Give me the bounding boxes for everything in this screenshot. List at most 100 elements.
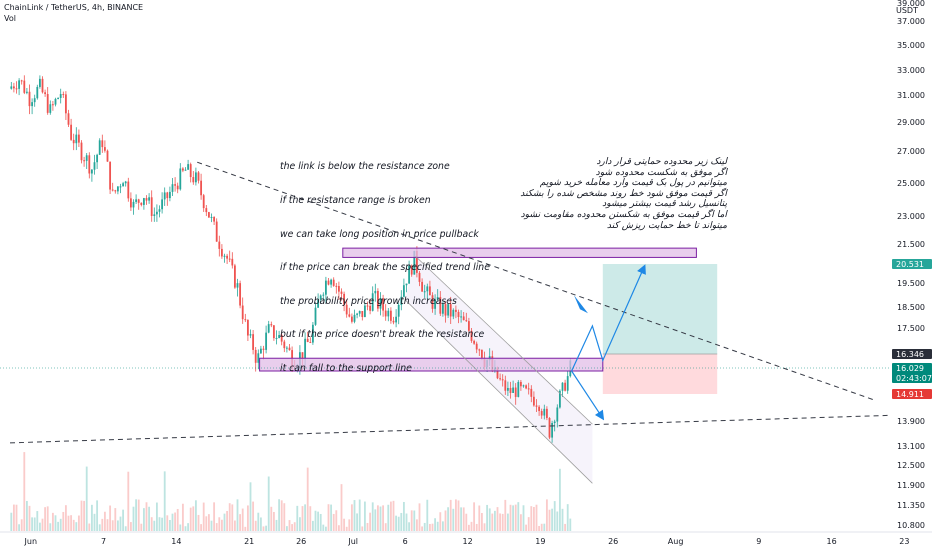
- candle-body: [109, 161, 112, 190]
- candle-body: [231, 258, 234, 266]
- pointer-arrow-icon[interactable]: [574, 295, 588, 314]
- volume-bar: [540, 523, 543, 531]
- loss-zone[interactable]: [602, 354, 718, 394]
- y-tick-label: 19.500: [897, 279, 925, 288]
- candle-body: [64, 94, 67, 114]
- candle-body: [103, 147, 106, 151]
- english-note[interactable]: the link is below the resistance zone if…: [280, 139, 490, 385]
- x-tick-label: 12: [463, 537, 473, 546]
- candle-body: [478, 349, 481, 351]
- profit-zone[interactable]: [602, 264, 718, 354]
- candle-body: [475, 343, 478, 350]
- candle-body: [220, 248, 223, 257]
- bearish-scenario-arrow[interactable]: [571, 370, 605, 421]
- volume-bar: [153, 520, 156, 531]
- candle-body: [132, 201, 135, 208]
- volume-bar: [358, 499, 361, 531]
- volume-bar: [179, 524, 182, 531]
- volume-bar: [223, 513, 226, 531]
- x-tick-label: 26: [296, 537, 306, 546]
- candle-body: [25, 91, 28, 93]
- volume-bar: [192, 506, 195, 531]
- volume-bar: [376, 505, 379, 531]
- volume-bar: [314, 510, 317, 531]
- channel-upper-line[interactable]: [415, 256, 593, 425]
- volume-bar: [298, 517, 301, 531]
- volume-bar: [384, 523, 387, 531]
- upper-resistance-zone[interactable]: [342, 247, 697, 258]
- persian-note-line: اما اگر قیمت موفق به شکستن محدوده مقاومت…: [520, 208, 727, 220]
- candle-body: [374, 290, 377, 294]
- candle-body: [337, 286, 340, 292]
- y-tick-label: 29.000: [897, 118, 925, 127]
- descending-trendline[interactable]: [197, 161, 874, 401]
- drawings[interactable]: [0, 161, 932, 484]
- bullish-scenario-arrow[interactable]: [571, 264, 646, 372]
- volume-bar: [103, 511, 106, 531]
- volume-bar: [493, 510, 496, 531]
- support-line[interactable]: [9, 412, 932, 444]
- volume-bar: [241, 508, 244, 531]
- volume-bar: [454, 499, 457, 531]
- channel-lower-line[interactable]: [404, 299, 593, 484]
- symbol-title[interactable]: ChainLink / TetherUS, 4h, BINANCE: [4, 3, 144, 12]
- y-tick-label: 10.800: [897, 521, 925, 530]
- volume-bar: [449, 499, 452, 531]
- candle-body: [311, 324, 314, 343]
- candle-body: [384, 310, 387, 317]
- y-tick-label: 18.500: [897, 303, 925, 312]
- candle-body: [176, 185, 179, 190]
- candle-body: [80, 142, 83, 161]
- candle-body: [254, 349, 257, 363]
- english-note-line: it can fall to the support line: [280, 363, 412, 375]
- persian-note[interactable]: لینک زیر محدوده حمایتی قرار دارد اگر موف…: [462, 156, 727, 231]
- x-tick-label: Jun: [24, 537, 38, 546]
- candle-body: [506, 387, 509, 391]
- x-tick-label: 14: [171, 537, 181, 546]
- candle-body: [418, 272, 421, 282]
- candle-body: [101, 140, 104, 148]
- candle-body: [54, 98, 57, 105]
- volume-bar: [444, 510, 447, 531]
- volume-bar: [566, 504, 569, 531]
- price-badge: [892, 363, 932, 383]
- x-tick-label: 23: [899, 537, 909, 546]
- volume-bar: [558, 468, 561, 531]
- candle-body: [233, 265, 236, 288]
- candle-body: [415, 250, 418, 273]
- volume-bar: [405, 513, 408, 531]
- volume-bar: [236, 499, 239, 531]
- price-badge-label: 14.911: [896, 390, 924, 399]
- candle-body: [410, 265, 413, 275]
- volume-bar: [374, 509, 377, 531]
- candle-body: [41, 78, 44, 93]
- volume-bar: [496, 507, 499, 531]
- candle-body: [540, 411, 543, 416]
- time-axis[interactable]: Jun 7 14 21 26 Jul 6 12 19 26 Aug 9 16 23: [0, 531, 932, 546]
- candle-body: [124, 181, 127, 184]
- volume-bar: [311, 520, 314, 531]
- candle-body: [369, 305, 372, 311]
- candle-body: [376, 290, 379, 309]
- volume-bar: [207, 514, 210, 531]
- candle-body: [179, 168, 182, 190]
- y-tick-label: 25.000: [897, 179, 925, 188]
- y-tick-label: 35.000: [897, 41, 925, 50]
- candle-body: [322, 294, 325, 296]
- volume-bar: [129, 522, 132, 531]
- candle-body: [280, 335, 283, 342]
- volume-bar: [499, 513, 502, 531]
- candle-body: [538, 406, 541, 412]
- candle-body: [561, 382, 564, 391]
- volume-bar: [353, 500, 356, 531]
- volume-bar: [397, 516, 400, 531]
- volume-bar: [124, 526, 127, 531]
- candle-body: [389, 310, 392, 321]
- volume-label[interactable]: Vol: [4, 14, 16, 23]
- volume-bar: [421, 526, 424, 531]
- volume-bar: [280, 500, 283, 531]
- price-badge: [892, 349, 932, 359]
- volume-bar: [306, 467, 309, 531]
